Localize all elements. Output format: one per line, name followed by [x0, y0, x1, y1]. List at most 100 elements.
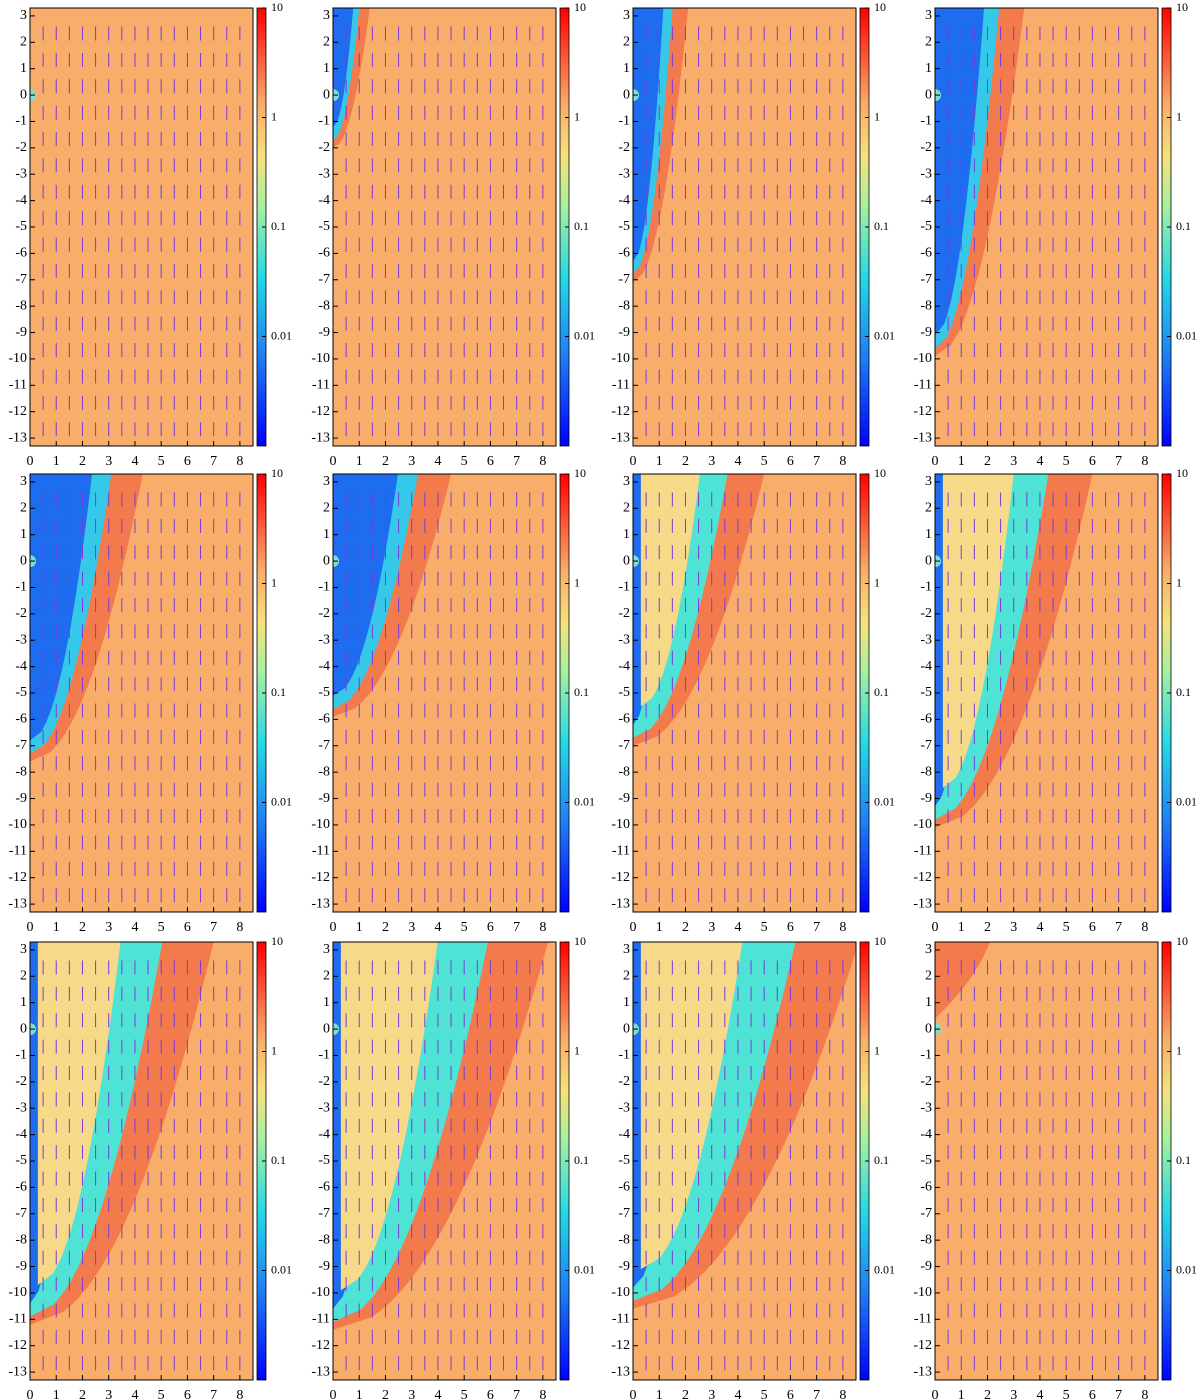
y-tick-label: 2	[323, 969, 330, 984]
y-tick-label: -4	[920, 193, 932, 208]
y-tick-label: -11	[9, 844, 27, 859]
x-tick-label: 5	[761, 920, 768, 935]
y-tick-label: -4	[318, 193, 330, 208]
y-tick-label: -4	[15, 659, 27, 674]
y-tick-label: -5	[318, 685, 330, 700]
y-tick-label: -10	[8, 351, 27, 366]
y-tick-label: -6	[318, 712, 330, 727]
x-tick-label: 1	[53, 454, 60, 469]
colorbar-tick-label: 0.01	[1176, 328, 1197, 342]
y-tick-label: -2	[318, 140, 330, 155]
y-tick-label: -4	[920, 1127, 932, 1142]
y-tick-label: -7	[920, 738, 932, 753]
panel: 0 1 2 3 4 5 6 7 83210-1-2-3-4-5-6-7-8-9-10-11-12…	[8, 466, 292, 935]
x-tick-label: 7	[1115, 454, 1122, 469]
y-tick-label: -2	[920, 140, 932, 155]
y-tick-label: -13	[611, 430, 630, 445]
y-tick-label: -11	[312, 378, 330, 393]
y-tick-label: -10	[913, 351, 932, 366]
colorbar-tick-label: 0.1	[1176, 219, 1191, 233]
y-tick-label: -12	[913, 1338, 932, 1353]
x-tick-label: 6	[184, 1388, 191, 1400]
y-tick-label: 3	[20, 942, 27, 957]
y-tick-label: -9	[15, 791, 27, 806]
x-tick-label: 0	[630, 920, 637, 935]
colorbar-tick-label: 10	[874, 0, 886, 14]
x-tick-label: 3	[1010, 454, 1017, 469]
x-tick-label: 5	[761, 1388, 768, 1400]
y-tick-label: 1	[20, 61, 27, 76]
x-tick-label: 4	[434, 920, 441, 935]
y-tick-label: 3	[623, 474, 630, 489]
y-tick-label: 0	[323, 553, 330, 568]
y-tick-label: 0	[323, 87, 330, 102]
x-tick-label: 1	[958, 920, 965, 935]
y-tick-label: 2	[20, 501, 27, 516]
x-tick-label: 5	[158, 454, 165, 469]
y-tick-label: 1	[925, 527, 932, 542]
y-tick-label: -11	[914, 1312, 932, 1327]
panel: 0 1 2 3 4 5 6 7 83210-1-2-3-4-5-6-7-8-9-10-11-12…	[611, 934, 895, 1400]
panel: 0 1 2 3 4 5 6 7 83210-1-2-3-4-5-6-7-8-9-10-11-12…	[311, 934, 595, 1400]
y-tick-label: 1	[623, 995, 630, 1010]
y-tick-label: -6	[920, 246, 932, 261]
x-tick-label: 4	[1036, 920, 1043, 935]
x-tick-label: 7	[513, 1388, 520, 1400]
y-tick-label: -8	[318, 764, 330, 779]
y-tick-label: -11	[9, 378, 27, 393]
density-field	[633, 8, 856, 446]
y-tick-label: -1	[15, 114, 27, 129]
y-tick-label: -1	[920, 114, 932, 129]
colorbar-tick-label: 0.01	[874, 1262, 895, 1276]
y-tick-label: -2	[618, 606, 630, 621]
y-tick-label: -6	[618, 246, 630, 261]
x-tick-label: 2	[984, 454, 991, 469]
x-tick-label: 0	[330, 454, 337, 469]
y-tick-label: -3	[15, 166, 27, 181]
y-tick-label: -2	[920, 1074, 932, 1089]
colorbar-tick-label: 0.01	[574, 1262, 595, 1276]
y-tick-label: -12	[913, 870, 932, 885]
y-tick-label: -9	[920, 791, 932, 806]
y-tick-label: -13	[8, 430, 27, 445]
colorbar: 10 1 0.1 0.01	[559, 934, 595, 1381]
y-tick-label: -8	[618, 1232, 630, 1247]
x-tick-label: 8	[839, 1388, 846, 1400]
colorbar: 10 1 0.1 0.01	[256, 0, 292, 447]
x-tick-label: 6	[787, 920, 794, 935]
y-tick-label: 1	[323, 61, 330, 76]
colorbar-tick-label: 1	[1176, 575, 1182, 589]
density-field	[333, 474, 556, 912]
colorbar-tick-label: 10	[574, 466, 586, 480]
colorbar-tick-label: 1	[874, 1043, 880, 1057]
y-tick-label: -6	[920, 712, 932, 727]
y-tick-label: 1	[323, 527, 330, 542]
y-tick-label: 3	[323, 8, 330, 23]
colorbar: 10 1 0.1 0.01	[559, 466, 595, 913]
x-tick-label: 3	[708, 454, 715, 469]
colorbar-tick-label: 0.1	[271, 1153, 286, 1167]
y-tick-label: -6	[15, 246, 27, 261]
y-tick-label: -13	[913, 430, 932, 445]
x-tick-label: 6	[184, 454, 191, 469]
y-tick-label: -2	[15, 140, 27, 155]
y-tick-label: -10	[8, 817, 27, 832]
colorbar-tick-label: 10	[874, 934, 886, 948]
y-tick-label: 3	[623, 8, 630, 23]
y-tick-label: -12	[611, 404, 630, 419]
y-tick-label: -5	[15, 685, 27, 700]
x-tick-label: 3	[105, 920, 112, 935]
y-tick-label: -9	[15, 1259, 27, 1274]
y-tick-label: 3	[323, 942, 330, 957]
x-tick-label: 2	[79, 454, 86, 469]
colorbar-tick-label: 1	[874, 575, 880, 589]
density-field	[935, 474, 1158, 912]
y-tick-label: -11	[914, 378, 932, 393]
y-tick-label: -13	[311, 896, 330, 911]
y-tick-label: -3	[15, 1100, 27, 1115]
x-tick-label: 1	[356, 1388, 363, 1400]
colorbar-tick-label: 10	[1176, 466, 1188, 480]
y-tick-label: -1	[920, 580, 932, 595]
y-tick-label: -8	[15, 298, 27, 313]
